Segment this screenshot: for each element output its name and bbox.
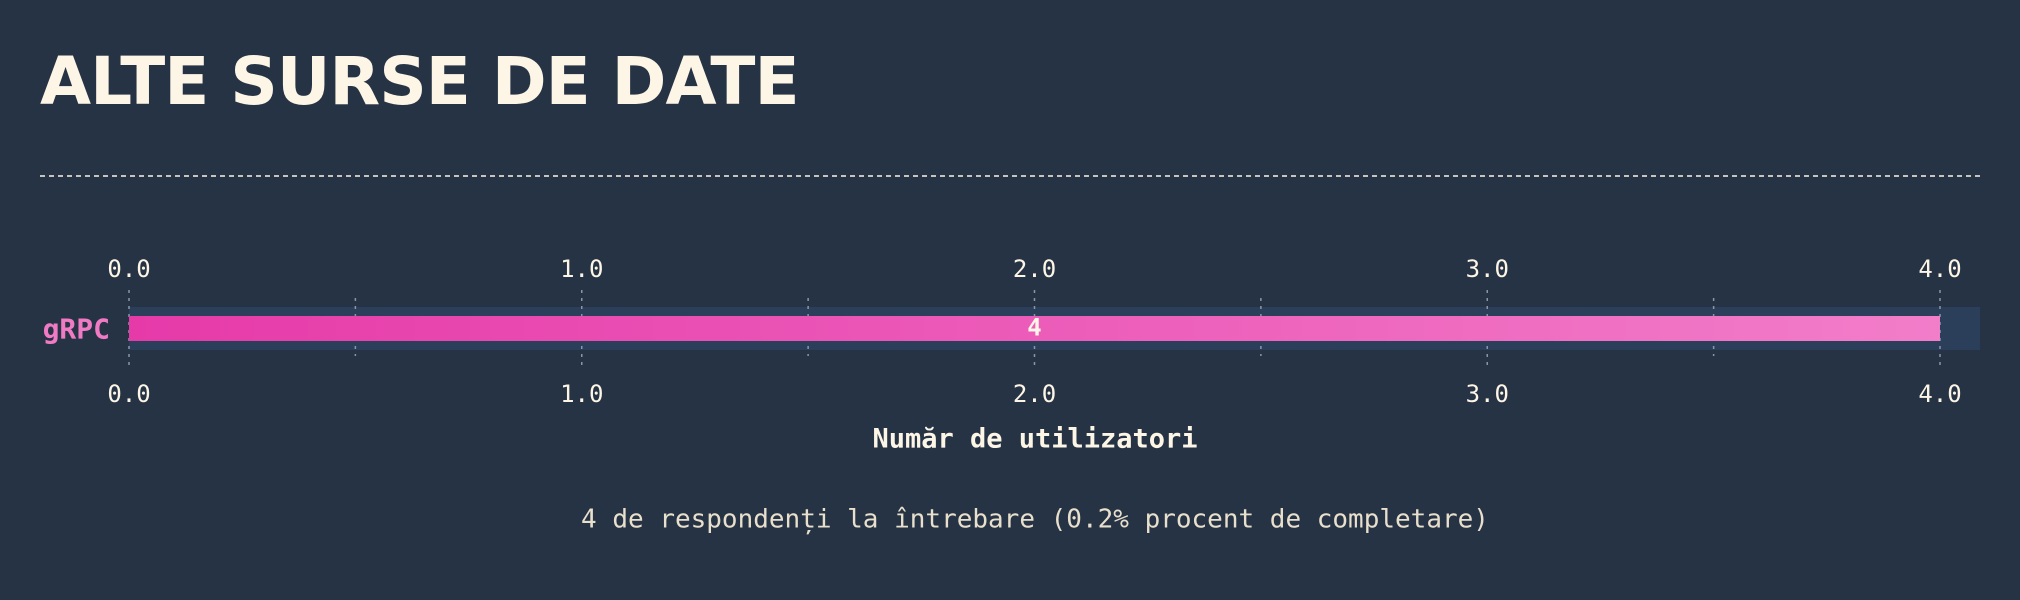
x-tick-label-bottom: 2.0 [1013,380,1056,408]
x-tick-label-bottom: 3.0 [1466,380,1509,408]
chart-title: ALTE SURSE DE DATE [40,43,799,120]
category-label: gRPC [43,313,110,346]
bar [129,316,1940,341]
x-tick-label-bottom: 1.0 [560,380,603,408]
x-tick-label-top: 0.0 [107,255,150,283]
x-tick-label-top: 1.0 [560,255,603,283]
x-tick-label-top: 2.0 [1013,255,1056,283]
x-axis-title: Număr de utilizatori [872,424,1197,455]
x-tick-label-top: 4.0 [1918,255,1961,283]
x-tick-label-bottom: 0.0 [107,380,150,408]
x-tick-label-bottom: 4.0 [1918,380,1961,408]
footer-note: 4 de respondenți la întrebare (0.2% proc… [581,505,1489,535]
bar-value-label: 4 [1027,314,1041,342]
x-tick-label-top: 3.0 [1466,255,1509,283]
